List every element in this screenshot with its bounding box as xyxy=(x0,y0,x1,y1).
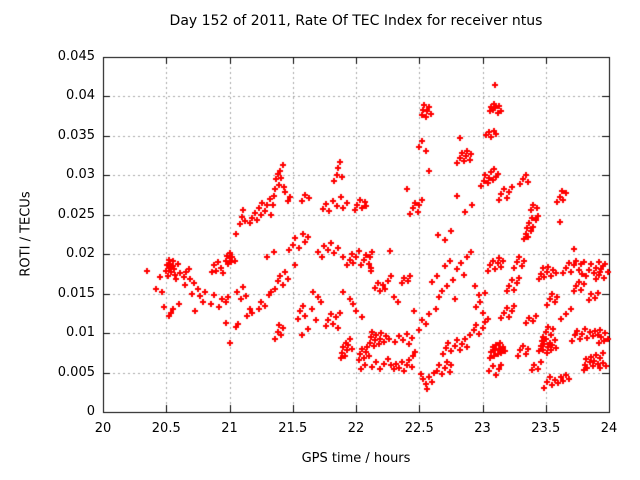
x-tick-label: 23 xyxy=(474,421,491,436)
x-tick-label: 23.5 xyxy=(531,421,561,436)
x-tick-label: 24 xyxy=(600,421,618,436)
y-tick-label: 0.005 xyxy=(57,364,95,380)
y-tick-label: 0.03 xyxy=(66,167,95,183)
x-tick-label: 20 xyxy=(94,421,112,436)
x-tick-label: 22 xyxy=(347,421,365,436)
chart-title: Day 152 of 2011, Rate Of TEC Index for r… xyxy=(169,13,543,29)
y-tick-label: 0.015 xyxy=(57,285,95,301)
y-axis-label: ROTI / TECUs xyxy=(18,191,34,277)
x-axis-label: GPS time / hours xyxy=(301,451,411,466)
y-tick-label: 0.01 xyxy=(66,325,95,341)
x-tick-label: 21.5 xyxy=(278,421,308,436)
y-tick-label: 0 xyxy=(86,404,95,419)
x-tick-label: 21 xyxy=(221,421,238,436)
y-tick-label: 0.02 xyxy=(66,246,95,262)
y-tick-label: 0.04 xyxy=(66,88,95,104)
x-tick-label: 20.5 xyxy=(151,421,181,436)
y-tick-label: 0.045 xyxy=(57,49,95,64)
y-tick-label: 0.025 xyxy=(57,206,95,222)
x-tick-label: 22.5 xyxy=(404,421,434,436)
y-tick-label: 0.035 xyxy=(57,127,95,143)
